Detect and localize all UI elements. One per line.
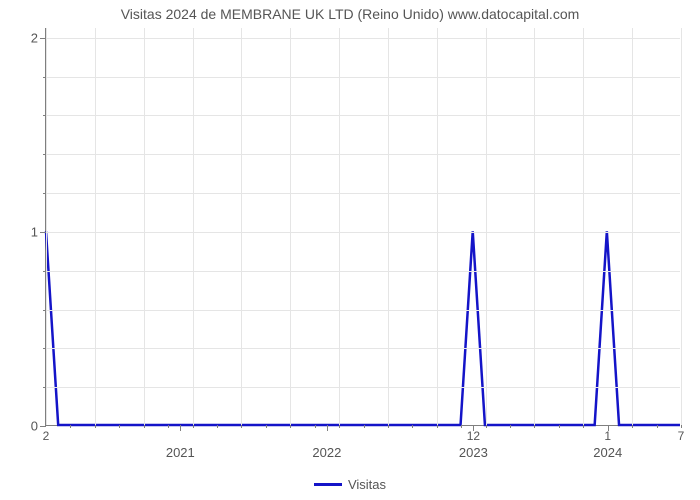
y-tick-minor-mark — [43, 154, 46, 155]
x-tick-minor-mark — [559, 425, 560, 428]
grid-line-v — [583, 28, 584, 425]
x-tick-minor-mark — [437, 425, 438, 428]
y-tick-minor-mark — [43, 115, 46, 116]
y-tick-minor-mark — [43, 310, 46, 311]
grid-line-v — [632, 28, 633, 425]
x-tick-minor-mark — [119, 425, 120, 428]
legend-label: Visitas — [348, 477, 386, 492]
grid-line-h — [46, 232, 680, 233]
x-tick-minor-mark — [657, 425, 658, 428]
x-tick-minor-mark — [632, 425, 633, 428]
grid-line-v — [388, 28, 389, 425]
x-tick-minor-mark — [583, 425, 584, 428]
grid-line-v — [290, 28, 291, 425]
grid-line-v — [339, 28, 340, 425]
grid-line-v — [46, 28, 47, 425]
y-tick-minor-mark — [43, 271, 46, 272]
grid-line-v — [534, 28, 535, 425]
y-tick-mark — [40, 38, 46, 39]
y-tick-minor-mark — [43, 348, 46, 349]
grid-line-h — [46, 115, 680, 116]
x-tick-minor-mark — [217, 425, 218, 428]
visits-chart: Visitas 2024 de MEMBRANE UK LTD (Reino U… — [0, 0, 700, 500]
x-tick-minor-mark — [486, 425, 487, 428]
legend-swatch — [314, 483, 342, 486]
x-tick-minor-mark — [144, 425, 145, 428]
grid-line-v — [681, 28, 682, 425]
grid-line-h — [46, 193, 680, 194]
x-tick-minor-mark — [608, 425, 609, 428]
grid-line-h — [46, 77, 680, 78]
x-tick-minor-mark — [290, 425, 291, 428]
grid-line-v — [193, 28, 194, 425]
series-line — [46, 28, 680, 425]
x-tick-minor-mark — [339, 425, 340, 428]
grid-line-h — [46, 310, 680, 311]
y-tick-minor-mark — [43, 193, 46, 194]
x-tick-minor-mark — [461, 425, 462, 428]
x-tick-mark — [180, 425, 181, 431]
grid-line-h — [46, 271, 680, 272]
x-tick-minor-mark — [364, 425, 365, 428]
x-tick-minor-mark — [412, 425, 413, 428]
x-tick-mark — [473, 425, 474, 431]
x-tick-minor-mark — [95, 425, 96, 428]
plot-area: 012212172021202220232024 — [45, 28, 680, 426]
x-tick-mark — [327, 425, 328, 431]
grid-line-h — [46, 154, 680, 155]
grid-line-v — [241, 28, 242, 425]
chart-title: Visitas 2024 de MEMBRANE UK LTD (Reino U… — [0, 6, 700, 22]
x-tick-minor-mark — [193, 425, 194, 428]
x-tick-label: 2 — [43, 425, 50, 443]
grid-line-h — [46, 38, 680, 39]
y-tick-minor-mark — [43, 77, 46, 78]
series-polyline — [46, 231, 680, 425]
grid-line-v — [486, 28, 487, 425]
y-tick-minor-mark — [43, 387, 46, 388]
x-tick-minor-mark — [534, 425, 535, 428]
x-tick-minor-mark — [266, 425, 267, 428]
x-tick-minor-mark — [510, 425, 511, 428]
grid-line-v — [144, 28, 145, 425]
legend: Visitas — [0, 476, 700, 492]
x-tick-minor-mark — [168, 425, 169, 428]
x-tick-minor-mark — [241, 425, 242, 428]
x-tick-minor-mark — [70, 425, 71, 428]
grid-line-h — [46, 348, 680, 349]
grid-line-h — [46, 387, 680, 388]
grid-line-v — [437, 28, 438, 425]
y-tick-mark — [40, 232, 46, 233]
x-tick-minor-mark — [388, 425, 389, 428]
x-tick-minor-mark — [681, 425, 682, 428]
x-tick-minor-mark — [315, 425, 316, 428]
grid-line-v — [95, 28, 96, 425]
